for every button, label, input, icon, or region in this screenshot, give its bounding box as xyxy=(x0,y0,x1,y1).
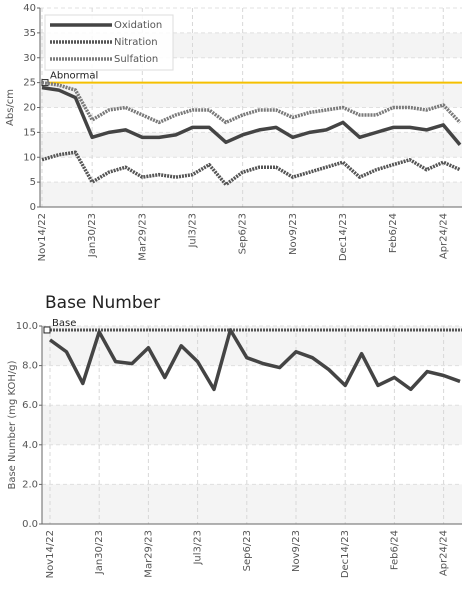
y-tick-label: 2.0 xyxy=(22,479,38,490)
y-axis-label: Abs/cm xyxy=(5,89,16,126)
grid-band xyxy=(40,132,462,158)
y-tick-label: 10 xyxy=(23,152,36,163)
x-tick-label: Jan30/23 xyxy=(87,213,98,258)
grid-band xyxy=(40,182,462,207)
y-tick-label: 10.0 xyxy=(16,321,38,332)
y-tick-label: 20 xyxy=(23,103,36,114)
grid-band xyxy=(42,405,462,445)
y-tick-label: 4.0 xyxy=(22,440,38,451)
x-tick-label: Apr24/24 xyxy=(438,213,449,259)
x-tick-label: Nov14/22 xyxy=(45,530,56,578)
y-tick-label: 35 xyxy=(23,28,36,39)
legend-label: Nitration xyxy=(114,37,158,48)
y-tick-label: 5 xyxy=(30,177,36,188)
x-tick-label: Sep6/23 xyxy=(242,530,253,571)
x-tick-label: Jul3/23 xyxy=(187,213,198,249)
series-line xyxy=(41,80,462,125)
y-tick-label: 0.0 xyxy=(22,519,38,530)
x-tick-label: Mar29/23 xyxy=(137,213,148,261)
reference-label: Base xyxy=(52,318,76,329)
x-tick-label: Dec14/23 xyxy=(338,213,349,261)
y-axis-label: Base Number (mg KOH/g) xyxy=(7,360,18,489)
x-tick-label: Feb6/24 xyxy=(389,530,400,570)
x-tick-label: Nov9/23 xyxy=(288,213,299,255)
x-tick-label: Feb6/24 xyxy=(388,213,399,253)
y-tick-label: 8.0 xyxy=(22,361,38,372)
reference-label: Abnormal xyxy=(50,71,98,82)
y-tick-label: 15 xyxy=(23,127,36,138)
series-line xyxy=(48,328,461,392)
x-tick-label: Jul3/23 xyxy=(193,530,204,566)
series-line xyxy=(41,150,461,187)
x-tick-label: Sep6/23 xyxy=(238,213,249,254)
reference-marker xyxy=(43,326,51,334)
x-tick-label: Apr24/24 xyxy=(439,530,450,576)
y-tick-label: 6.0 xyxy=(22,400,38,411)
legend-label: Sulfation xyxy=(114,54,158,65)
y-tick-label: 30 xyxy=(23,53,36,64)
grid-band xyxy=(40,82,462,108)
x-tick-label: Mar29/23 xyxy=(143,530,154,578)
x-tick-label: Jan30/23 xyxy=(94,530,105,575)
y-tick-label: 0 xyxy=(30,202,36,213)
y-tick-label: 40 xyxy=(23,3,36,14)
grid-band xyxy=(42,484,462,524)
series-line xyxy=(41,85,462,146)
x-tick-label: Nov14/22 xyxy=(37,213,48,261)
legend-label: Oxidation xyxy=(114,20,162,31)
chart-title: Base Number xyxy=(45,293,160,313)
x-tick-label: Nov9/23 xyxy=(291,530,302,572)
x-tick-label: Dec14/23 xyxy=(340,530,351,578)
y-tick-label: 25 xyxy=(23,78,36,89)
